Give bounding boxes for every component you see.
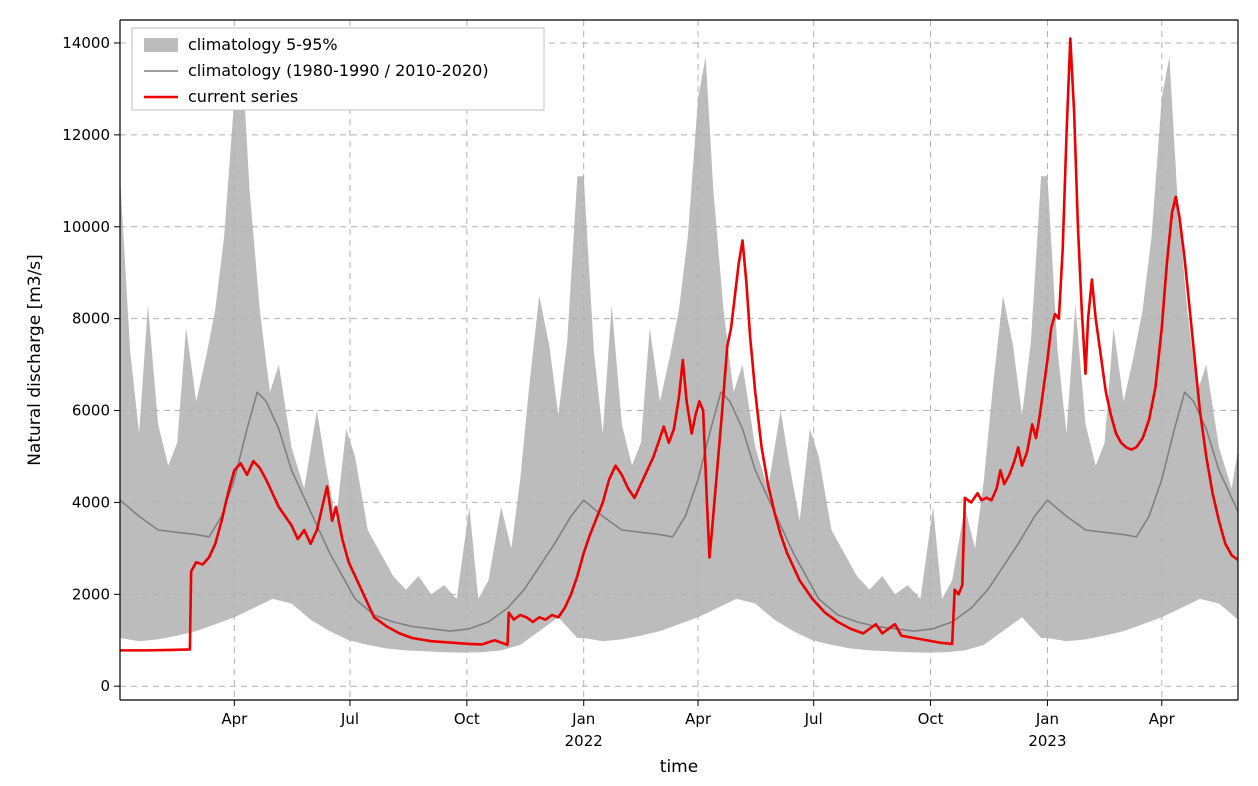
xtick-year-label: 2023	[1028, 732, 1066, 750]
xtick-year-label: 2022	[565, 732, 603, 750]
xtick-label: Apr	[1149, 710, 1176, 728]
ytick-label: 14000	[62, 34, 110, 52]
legend-label: current series	[188, 87, 298, 106]
ytick-label: 2000	[72, 585, 110, 603]
xtick-label: Oct	[454, 710, 480, 728]
xtick-label: Jul	[340, 710, 359, 728]
chart-svg: 0 2000 4000 6000 8000 10000 12000 14000 Apr Jul Oc…	[0, 0, 1258, 786]
xtick-label: Oct	[918, 710, 944, 728]
ytick-label: 6000	[72, 402, 110, 420]
x-axis-label: time	[660, 757, 698, 777]
ytick-label: 0	[100, 677, 110, 695]
xtick-label: Apr	[685, 710, 712, 728]
ytick-label: 4000	[72, 493, 110, 511]
xtick-label: Jan	[1035, 710, 1059, 728]
y-axis-label: Natural discharge [m3/s]	[25, 254, 45, 466]
discharge-chart: 0 2000 4000 6000 8000 10000 12000 14000 Apr Jul Oc…	[0, 0, 1258, 786]
xtick-label: Jul	[804, 710, 823, 728]
ytick-label: 10000	[62, 218, 110, 236]
ytick-label: 12000	[62, 126, 110, 144]
legend-label: climatology 5-95%	[188, 35, 338, 54]
ytick-label: 8000	[72, 310, 110, 328]
legend-label: climatology (1980-1990 / 2010-2020)	[188, 61, 489, 80]
xtick-label: Apr	[221, 710, 248, 728]
xtick-label: Jan	[571, 710, 595, 728]
